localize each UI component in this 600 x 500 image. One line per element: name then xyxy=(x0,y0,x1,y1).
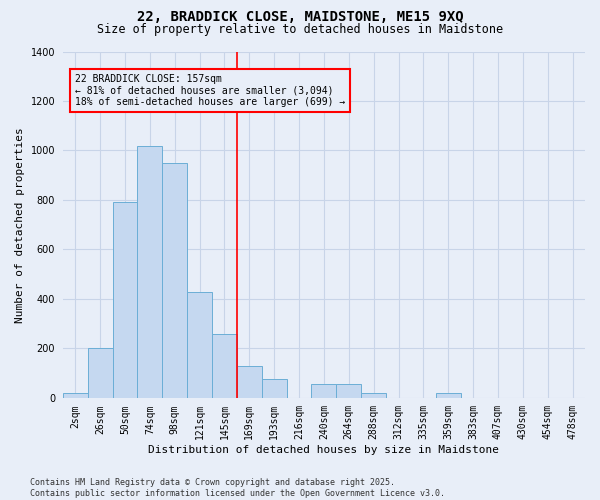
Bar xyxy=(337,384,361,398)
Bar xyxy=(88,348,113,398)
Bar xyxy=(311,384,337,398)
Bar xyxy=(162,163,187,398)
Text: Size of property relative to detached houses in Maidstone: Size of property relative to detached ho… xyxy=(97,22,503,36)
Text: Contains HM Land Registry data © Crown copyright and database right 2025.
Contai: Contains HM Land Registry data © Crown c… xyxy=(30,478,445,498)
Bar xyxy=(187,292,212,398)
Text: 22, BRADDICK CLOSE, MAIDSTONE, ME15 9XQ: 22, BRADDICK CLOSE, MAIDSTONE, ME15 9XQ xyxy=(137,10,463,24)
Text: 22 BRADDICK CLOSE: 157sqm
← 81% of detached houses are smaller (3,094)
18% of se: 22 BRADDICK CLOSE: 157sqm ← 81% of detac… xyxy=(75,74,346,107)
Bar xyxy=(262,380,287,398)
Bar xyxy=(137,146,162,398)
Bar xyxy=(113,202,137,398)
Bar xyxy=(436,393,461,398)
Bar xyxy=(63,393,88,398)
Bar xyxy=(237,366,262,398)
Y-axis label: Number of detached properties: Number of detached properties xyxy=(15,127,25,322)
Bar xyxy=(212,334,237,398)
Bar xyxy=(361,393,386,398)
X-axis label: Distribution of detached houses by size in Maidstone: Distribution of detached houses by size … xyxy=(148,445,499,455)
